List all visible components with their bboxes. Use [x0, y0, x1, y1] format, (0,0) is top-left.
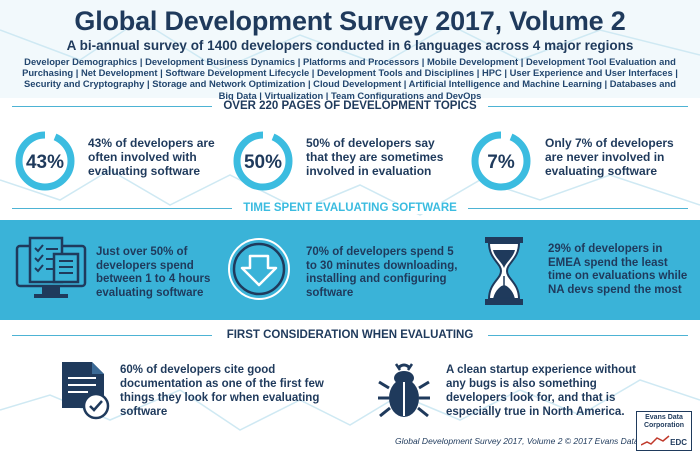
footer-copyright: Global Development Survey 2017, Volume 2… — [395, 436, 660, 446]
stat-ring-1: 43% — [15, 131, 75, 191]
band-text-3: 29% of developers in EMEA spend the leas… — [548, 243, 688, 296]
first-text-1: 60% of developers cite good documentatio… — [120, 364, 324, 418]
evans-data-logo: Evans Data Corporation EDC — [636, 411, 692, 451]
stat-circle-3: 7% — [470, 130, 532, 197]
stat-value-2: 50% — [244, 152, 282, 173]
first-text-2: A clean startup experience without any b… — [446, 364, 637, 418]
stat-ring-3: 7% — [471, 131, 531, 191]
page-title: Global Development Survey 2017, Volume 2 — [74, 6, 626, 36]
logo-line-2: Corporation — [643, 422, 685, 429]
hourglass-icon — [484, 236, 524, 311]
section-title-time: TIME SPENT EVALUATING SOFTWARE — [235, 202, 465, 214]
band-text-2: 70% of developers spend 5 to 30 minutes … — [306, 246, 458, 299]
topics-list: Developer Demographics | Development Bus… — [22, 56, 678, 101]
stat-text-1: 43% of developers are often involved wit… — [88, 136, 215, 178]
stat-ring-2: 50% — [233, 131, 293, 191]
time-spent-band — [0, 220, 700, 320]
band-text-1: Just over 50% of developers spend betwee… — [96, 246, 211, 299]
document-check-icon — [60, 360, 110, 427]
section-header-first: FIRST CONSIDERATION WHEN EVALUATING — [0, 328, 700, 342]
section-title-first: FIRST CONSIDERATION WHEN EVALUATING — [218, 329, 482, 341]
section-title-pages: OVER 220 PAGES OF DEVELOPMENT TOPICS — [215, 100, 485, 112]
download-icon — [226, 236, 292, 307]
bug-icon — [376, 358, 432, 427]
logo-chart-mark — [641, 435, 670, 446]
stat-circle-1: 43% — [14, 130, 76, 197]
section-header-pages: OVER 220 PAGES OF DEVELOPMENT TOPICS — [0, 99, 700, 113]
section-header-time: TIME SPENT EVALUATING SOFTWARE — [0, 201, 700, 215]
checklist-monitor-icon — [14, 236, 88, 307]
page-subtitle: A bi-annual survey of 1400 developers co… — [66, 38, 634, 53]
stat-circle-2: 50% — [232, 130, 294, 197]
logo-line-1: Evans Data — [645, 414, 683, 421]
stat-text-2: 50% of developers say that they are some… — [306, 136, 444, 178]
logo-mark: EDC — [670, 438, 687, 447]
stat-text-3: Only 7% of developers are never involved… — [545, 136, 674, 178]
stat-value-3: 7% — [487, 152, 515, 173]
stat-value-1: 43% — [26, 152, 64, 173]
